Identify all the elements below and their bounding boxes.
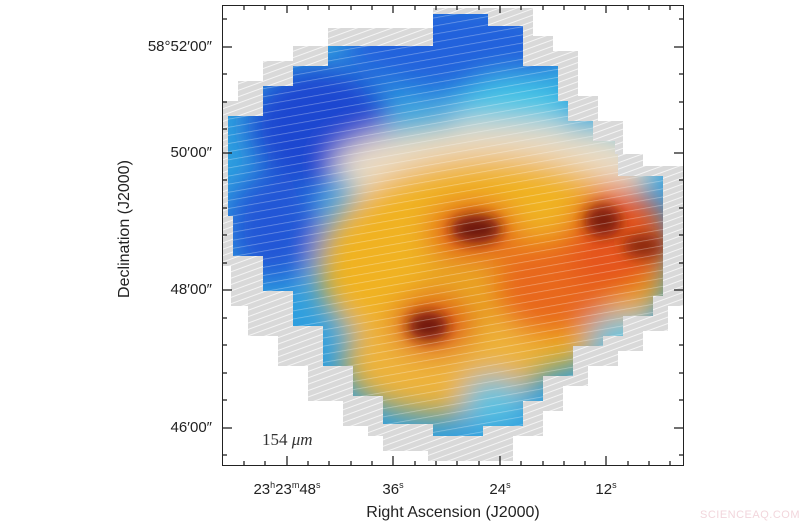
- map-frame: [222, 5, 684, 466]
- x-tick-label: 12s: [546, 480, 666, 498]
- x-tick-label: 36s: [333, 480, 453, 498]
- x-tick-sup: s: [399, 480, 404, 490]
- band-unit: μm: [291, 430, 313, 449]
- x-tick-label: 24s: [440, 480, 560, 498]
- wavelength-annotation: 154 μm: [262, 430, 313, 450]
- x-tick-value: 12: [595, 481, 613, 498]
- x-tick-m-sup: m: [291, 480, 300, 490]
- x-tick-h-sup: h: [270, 480, 276, 490]
- x-tick-value: 36: [382, 481, 400, 498]
- watermark: SCIENCEAQ.COM: [700, 509, 800, 521]
- x-tick-minutes: 23: [275, 481, 292, 498]
- x-tick-hours: 23: [253, 481, 271, 498]
- y-tick-label: 48′00″: [170, 281, 213, 298]
- band-number: 154: [262, 430, 288, 449]
- x-tick-s-sup: s: [316, 480, 321, 490]
- x-axis-title: Right Ascension (J2000): [366, 504, 540, 521]
- x-tick-seconds: 48: [299, 481, 317, 498]
- x-tick-label: 23h23m48s: [227, 480, 347, 498]
- x-tick-value: 24: [489, 481, 507, 498]
- y-tick-label: 46′00″: [170, 419, 213, 436]
- y-tick-label: 50′00″: [170, 144, 213, 161]
- x-tick-sup: s: [506, 480, 511, 490]
- y-tick-label: 58°52′00″: [147, 38, 212, 55]
- x-tick-sup: s: [612, 480, 617, 490]
- polarization-map: [223, 8, 683, 465]
- y-axis-title: Declination (J2000): [116, 160, 133, 298]
